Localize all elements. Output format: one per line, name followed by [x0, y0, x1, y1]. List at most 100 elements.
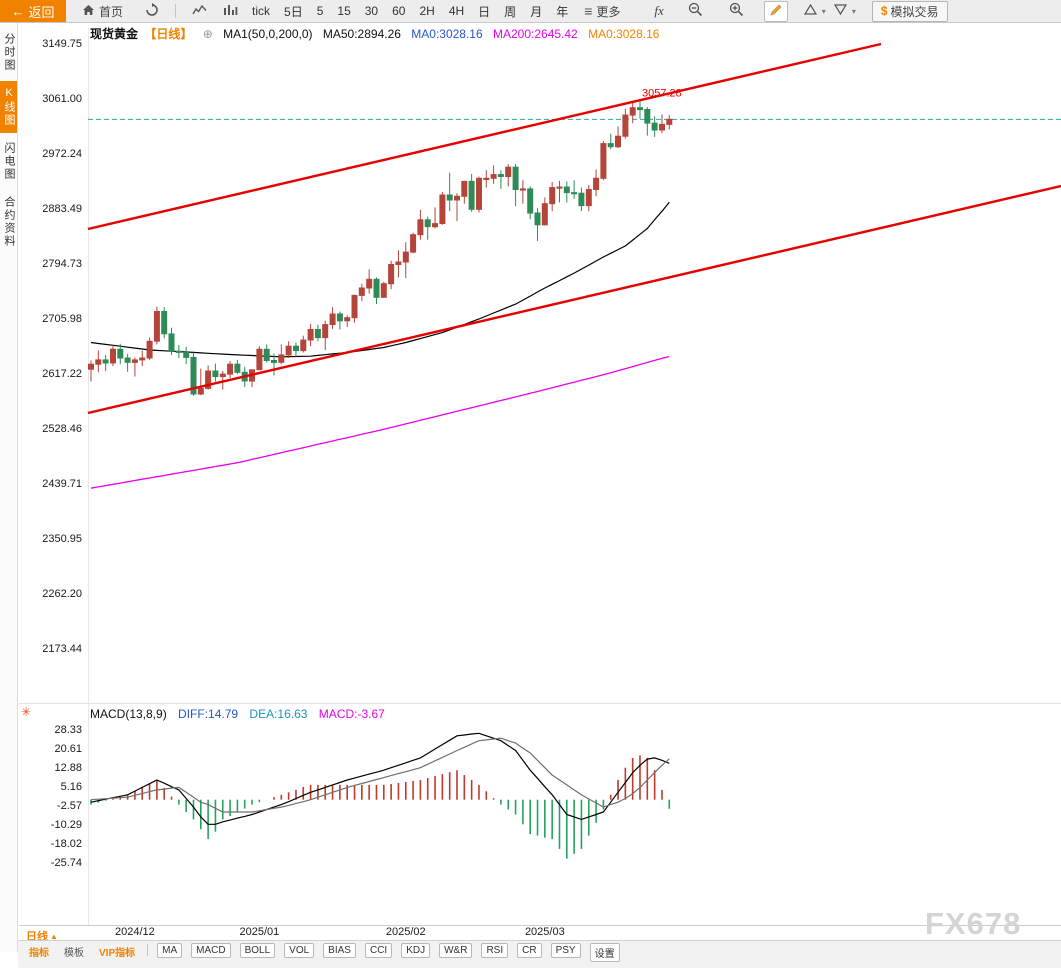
- indicator-settings-icon[interactable]: ✳: [21, 705, 32, 719]
- candle-body: [102, 359, 109, 364]
- candle-body: [578, 192, 585, 207]
- indicator-chip-VOL[interactable]: VOL: [284, 943, 315, 958]
- macd-diff-value: DIFF:14.79: [178, 707, 239, 721]
- interval-button-30[interactable]: 30: [364, 4, 379, 18]
- high-price-label: 3057.28: [642, 87, 682, 99]
- interval-button-4H[interactable]: 4H: [448, 4, 465, 18]
- refresh-button[interactable]: [145, 2, 159, 20]
- shape-tool-down-button[interactable]: ▾: [833, 4, 856, 18]
- interval-button-月[interactable]: 月: [530, 4, 543, 19]
- indicator-chip-设置[interactable]: 设置: [589, 943, 620, 962]
- candle-body: [263, 348, 270, 361]
- caret-down-icon: ▾: [821, 6, 826, 16]
- indicator-chip-CR[interactable]: CR: [517, 943, 542, 958]
- candle-body: [534, 212, 541, 226]
- candle-body: [380, 283, 387, 298]
- formula-button[interactable]: fx: [654, 3, 663, 19]
- interval-button-5[interactable]: 5: [316, 4, 324, 18]
- candle-body: [146, 340, 153, 359]
- sidebar-item-合约资料[interactable]: 合约资料: [3, 196, 15, 248]
- candle-body: [388, 264, 395, 285]
- candle-body: [439, 194, 446, 224]
- candle-body: [205, 370, 212, 389]
- caret-up-icon: ▲: [50, 931, 58, 941]
- zoom-in-button[interactable]: [729, 2, 744, 20]
- candle-body: [139, 357, 146, 361]
- sidebar-item-K线图[interactable]: K线图: [0, 81, 17, 133]
- indicator-chip-KDJ[interactable]: KDJ: [401, 943, 431, 958]
- indicator-chip-MACD[interactable]: MACD: [191, 943, 231, 958]
- indicator-chip-RSI[interactable]: RSI: [481, 943, 509, 958]
- ma200-line: [90, 355, 670, 489]
- candle-body: [505, 166, 512, 177]
- interval-button-年[interactable]: 年: [556, 4, 569, 19]
- candle-body: [549, 187, 556, 205]
- more-label: 更多: [596, 4, 621, 19]
- candle-body: [432, 223, 438, 228]
- simulated-trading-label: 模拟交易: [890, 4, 939, 19]
- line-chart-mode-button[interactable]: [192, 4, 207, 19]
- indicator-chip-BOLL[interactable]: BOLL: [239, 943, 276, 958]
- trendline[interactable]: [87, 184, 1061, 415]
- home-button[interactable]: 首页: [82, 3, 123, 20]
- interval-button-周[interactable]: 周: [504, 4, 517, 19]
- zoom-out-icon: [688, 2, 703, 20]
- period-badge: 【日线】: [144, 27, 193, 41]
- bar-chart-icon: [223, 4, 238, 19]
- candle-body: [637, 107, 643, 111]
- more-button[interactable]: ≡ 更多: [584, 3, 620, 20]
- candle-body: [395, 261, 402, 265]
- candle-body: [358, 287, 365, 296]
- candle-body: [446, 194, 453, 201]
- back-button[interactable]: ← 返回: [0, 0, 66, 22]
- candle-body: [622, 114, 629, 137]
- candle-body: [307, 329, 314, 341]
- candles-layer: [88, 101, 673, 396]
- interval-button-2H[interactable]: 2H: [419, 4, 435, 18]
- interval-button-15[interactable]: 15: [337, 4, 351, 18]
- triangle-down-icon: [833, 4, 847, 18]
- triangle-up-icon: [803, 3, 817, 18]
- candle-body: [373, 278, 380, 298]
- macd-layer: [90, 732, 671, 859]
- ma0-value-orange: MA0:3028.16: [588, 27, 660, 41]
- candle-body: [571, 192, 578, 195]
- simulated-trading-button[interactable]: $ 模拟交易: [871, 0, 948, 22]
- candle-body: [168, 333, 175, 352]
- candle-body: [563, 186, 570, 194]
- add-compare-icon[interactable]: ⊕: [202, 27, 213, 41]
- sidebar-item-分时图[interactable]: 分时图: [3, 33, 15, 72]
- macd-dea-line: [90, 737, 670, 813]
- candle-body: [366, 278, 373, 289]
- candle-body: [490, 174, 497, 179]
- candle-body: [410, 234, 417, 253]
- candle-body: [519, 188, 526, 191]
- indicator-chip-BIAS[interactable]: BIAS: [323, 943, 356, 958]
- candle-body: [629, 107, 636, 116]
- shape-tool-up-button[interactable]: ▾: [803, 3, 826, 18]
- sidebar-item-闪电图[interactable]: 闪电图: [3, 142, 15, 181]
- trendline[interactable]: [87, 42, 882, 231]
- left-sidebar: 分时图 K线图闪电图合约资料: [0, 22, 18, 952]
- indicator-chip-PSY[interactable]: PSY: [550, 943, 581, 958]
- interval-button-5日[interactable]: 5日: [284, 4, 303, 19]
- interval-button-60[interactable]: 60: [392, 4, 406, 18]
- refresh-icon: [145, 2, 159, 20]
- indicator-chip-MA[interactable]: MA: [157, 943, 183, 958]
- candle-body: [607, 143, 614, 148]
- candle-body: [329, 313, 336, 325]
- zoom-out-button[interactable]: [688, 2, 703, 20]
- bar-chart-mode-button[interactable]: [223, 4, 238, 19]
- indicator-chip-CCI[interactable]: CCI: [364, 943, 393, 958]
- candle-body: [666, 118, 673, 125]
- indicator-chip-W&R[interactable]: W&R: [439, 943, 473, 958]
- candle-body: [131, 359, 138, 363]
- candle-body: [124, 357, 131, 363]
- interval-button-日[interactable]: 日: [478, 4, 491, 19]
- interval-button-tick[interactable]: tick: [252, 4, 271, 18]
- candle-body: [161, 311, 168, 335]
- draw-tool-button[interactable]: [763, 0, 788, 22]
- symbol-name: 现货黄金: [90, 27, 139, 41]
- fx678-watermark: FX678: [925, 906, 1022, 941]
